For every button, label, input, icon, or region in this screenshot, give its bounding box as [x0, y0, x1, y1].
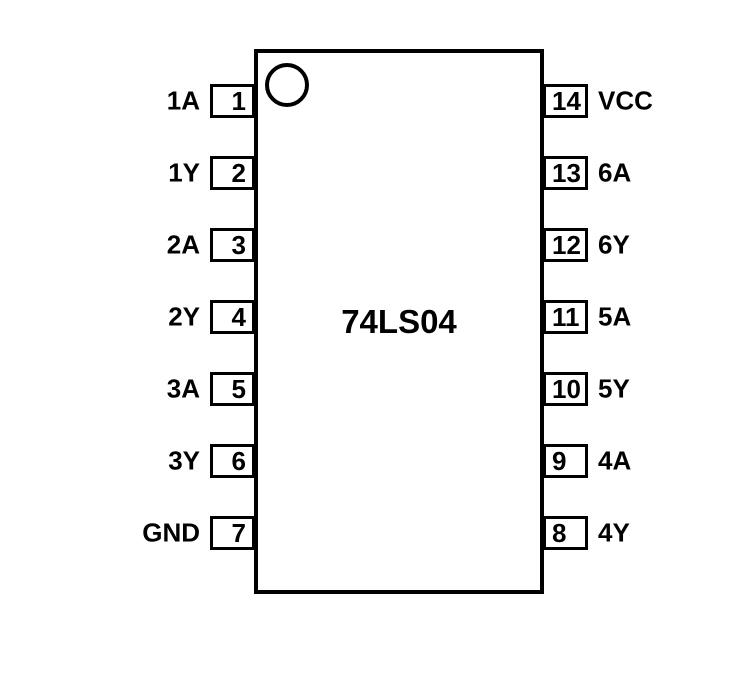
pin-label: 1A: [167, 86, 200, 117]
pin-number-box: 9: [543, 444, 588, 478]
chip-name-label: 74LS04: [258, 303, 540, 341]
pin-3: 3 2A: [69, 228, 255, 262]
pin-number-box: 7: [210, 516, 255, 550]
pin-7: 7 GND: [69, 516, 255, 550]
pin-14: 14 VCC: [543, 84, 669, 118]
pin-number-box: 1: [210, 84, 255, 118]
pin-number-box: 6: [210, 444, 255, 478]
pin-12: 12 6Y: [543, 228, 669, 262]
pin-label: 2A: [167, 230, 200, 261]
pin-number-box: 4: [210, 300, 255, 334]
pin-label: 6A: [598, 158, 631, 189]
pin-label: VCC: [598, 86, 653, 117]
pin-label: 6Y: [598, 230, 630, 261]
pin-13: 13 6A: [543, 156, 669, 190]
pin-6: 6 3Y: [69, 444, 255, 478]
pin-8: 8 4Y: [543, 516, 669, 550]
pin-label: 5Y: [598, 374, 630, 405]
pin-number-box: 12: [543, 228, 588, 262]
pin-number-box: 2: [210, 156, 255, 190]
pin-number-box: 14: [543, 84, 588, 118]
pin-label: 3A: [167, 374, 200, 405]
pin-label: 4Y: [598, 518, 630, 549]
pin-number-box: 3: [210, 228, 255, 262]
pin-number-box: 8: [543, 516, 588, 550]
chip-pinout-diagram: 74LS04 1 1A 2 1Y 3 2A 4 2Y 5 3A 6 3Y 7 GND 14 VCC 13 6A 12…: [69, 39, 669, 639]
pin-1: 1 1A: [69, 84, 255, 118]
pin-number-box: 13: [543, 156, 588, 190]
chip-body: 74LS04: [254, 49, 544, 594]
pin-label: 3Y: [168, 446, 200, 477]
pin-label: 5A: [598, 302, 631, 333]
pin-number-box: 5: [210, 372, 255, 406]
pin-9: 9 4A: [543, 444, 669, 478]
pin-4: 4 2Y: [69, 300, 255, 334]
pin-10: 10 5Y: [543, 372, 669, 406]
pin-label: GND: [142, 518, 200, 549]
pin-number-box: 10: [543, 372, 588, 406]
pin-label: 4A: [598, 446, 631, 477]
pin-5: 5 3A: [69, 372, 255, 406]
pin-2: 2 1Y: [69, 156, 255, 190]
pin-number-box: 11: [543, 300, 588, 334]
pin-label: 1Y: [168, 158, 200, 189]
pin1-marker-dot: [265, 63, 309, 107]
pin-label: 2Y: [168, 302, 200, 333]
pin-11: 11 5A: [543, 300, 669, 334]
